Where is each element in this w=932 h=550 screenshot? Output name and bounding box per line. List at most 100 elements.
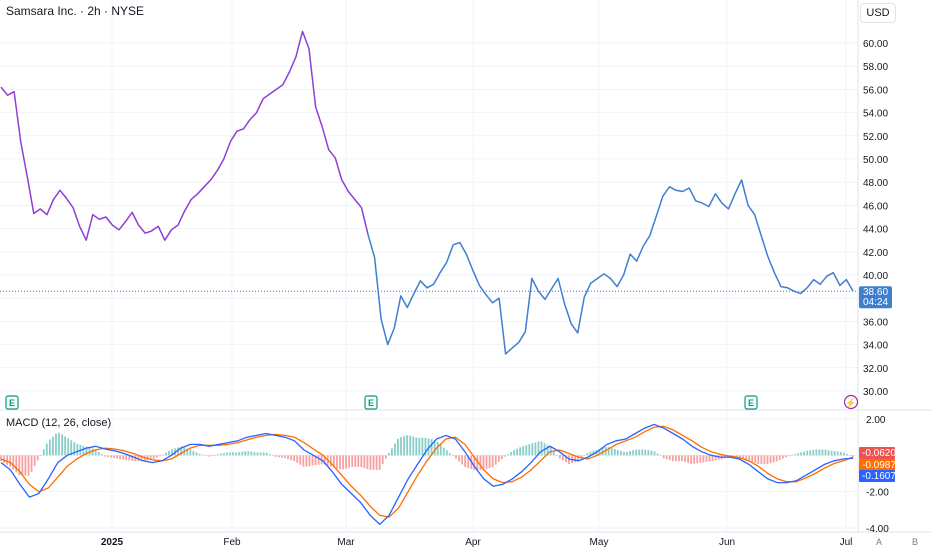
price-line-segment-lower [367, 179, 854, 355]
macd-histogram-bar [452, 455, 454, 456]
macd-histogram-bar [546, 445, 549, 456]
macd-histogram-bar [537, 441, 540, 456]
x-tick-label: Jun [719, 537, 735, 548]
macd-histogram-bar [339, 455, 341, 470]
macd-histogram-bar [342, 455, 344, 470]
macd-histogram-bar [641, 449, 644, 456]
macd-histogram-bar [418, 437, 421, 456]
macd-histogram-bar [244, 451, 247, 456]
macd-histogram-bar [302, 455, 305, 467]
macd-histogram-bar [332, 455, 335, 468]
macd-histogram-bar [171, 449, 173, 456]
macd-histogram-bar [503, 455, 506, 457]
macd-histogram-bar [204, 455, 207, 456]
macd-histogram-bar [525, 445, 528, 456]
macd-histogram-bar [27, 455, 30, 476]
macd-histogram-bar [186, 448, 189, 456]
macd-histogram-bar [510, 451, 512, 456]
macd-histogram-bar [394, 443, 396, 456]
macd-histogram-bar [809, 450, 812, 456]
macd-histogram-bar [125, 455, 128, 461]
macd-histogram-bar [806, 450, 809, 456]
macd-histogram-bar [195, 452, 198, 456]
chart-title: Samsara Inc. · 2h · NYSE [6, 4, 145, 18]
x-tick-label: Jul [840, 537, 853, 548]
macd-histogram-bar [662, 455, 665, 459]
macd-histogram-bar [336, 455, 338, 469]
macd-histogram-bar [436, 441, 439, 456]
macd-histogram-bar [485, 455, 488, 470]
price-tick-label: 60.00 [863, 39, 888, 50]
earnings-marker-box [5, 395, 19, 410]
macd-value-badge [859, 459, 895, 471]
macd-histogram-bar [449, 453, 451, 456]
macd-histogram-bar [357, 455, 360, 467]
macd-histogram-bar [766, 455, 769, 465]
macd-histogram-bar [598, 448, 601, 456]
macd-histogram-bar [48, 439, 51, 456]
macd-histogram-bar [577, 455, 580, 462]
macd-histogram-bar [427, 438, 430, 456]
macd-histogram-bar [161, 454, 164, 456]
currency-button[interactable]: USD [860, 3, 896, 23]
macd-value-badge [859, 447, 895, 459]
macd-histogram-bar [155, 455, 158, 458]
macd-histogram-bar [745, 455, 748, 461]
macd-histogram-bar [91, 448, 94, 456]
log-scale-button[interactable]: B [912, 537, 919, 547]
macd-histogram-bar [397, 438, 399, 456]
macd-histogram-bar [482, 455, 485, 470]
macd-histogram-bar [247, 451, 250, 456]
macd-histogram-bar [73, 442, 76, 456]
macd-histogram-bar [684, 455, 686, 462]
auto-scale-button[interactable]: A [876, 537, 883, 547]
macd-histogram-bar [693, 455, 696, 464]
countdown-label: 04:24 [863, 297, 888, 308]
macd-histogram-bar [845, 454, 848, 456]
macd-histogram-bar [589, 451, 592, 456]
signal-line [0, 425, 854, 518]
macd-histogram-bar [15, 455, 18, 473]
macd-histogram-bar [287, 455, 289, 460]
macd-histogram-bar [458, 455, 460, 462]
macd-value-badge [859, 470, 895, 482]
macd-histogram-bar [412, 436, 415, 456]
macd-histogram-bar [497, 455, 500, 462]
macd-histogram-bar [3, 455, 5, 464]
macd-histogram-bar [100, 454, 103, 456]
price-tick-label: 58.00 [863, 62, 888, 73]
macd-histogram-bar [644, 449, 647, 456]
macd-histogram-bar [329, 455, 332, 467]
macd-histogram-bar [464, 455, 467, 468]
macd-histogram-bar [262, 452, 265, 456]
macd-histogram-bar [561, 455, 564, 461]
macd-histogram-bar [18, 455, 21, 476]
macd-histogram-bar [519, 447, 522, 456]
macd-histogram-bar [149, 455, 152, 460]
macd-histogram-bar [424, 437, 427, 456]
macd-histogram-bar [277, 455, 280, 458]
macd-title: MACD (12, 26, close) [6, 417, 112, 429]
macd-histogram-bar [36, 455, 39, 461]
macd-histogram-bar [281, 455, 283, 458]
macd-histogram-bar [833, 451, 836, 456]
macd-histogram-bar [116, 455, 118, 459]
macd-histogram-bar [271, 455, 274, 456]
price-tick-label: 50.00 [863, 155, 888, 166]
macd-histogram-bar [256, 452, 259, 456]
macd-histogram-bar [363, 455, 366, 469]
x-tick-label: Apr [465, 537, 481, 548]
macd-histogram-bar [668, 455, 671, 461]
macd-histogram-bar [70, 440, 73, 456]
macd-histogram-bar [665, 455, 668, 460]
earnings-marker-label: E [368, 398, 374, 408]
macd-histogram-bar [522, 446, 525, 456]
macd-histogram-bar [140, 455, 143, 462]
macd-histogram-bar [696, 455, 699, 464]
macd-histogram-bar [659, 455, 662, 456]
macd-histogram-bar [387, 452, 390, 456]
macd-histogram-bar [488, 455, 491, 469]
macd-histogram-bar [406, 435, 409, 456]
macd-histogram-bar [106, 455, 109, 458]
